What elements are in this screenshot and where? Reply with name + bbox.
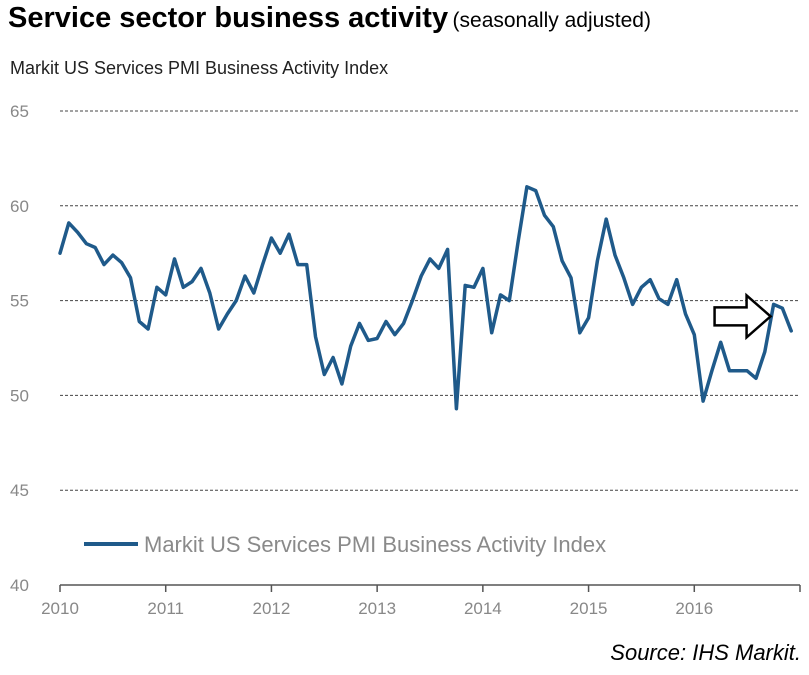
y-tick-label-40: 40 [10, 576, 29, 595]
y-tick-label-45: 45 [10, 481, 29, 500]
gridlines [60, 110, 800, 491]
y-tick-label-55: 55 [10, 292, 29, 311]
y-tick-label-65: 65 [10, 102, 29, 121]
x-tick-label-2013: 2013 [358, 599, 396, 618]
right-arrow-icon [713, 292, 773, 341]
chart-subtitle: Markit US Services PMI Business Activity… [10, 58, 389, 78]
legend: Markit US Services PMI Business Activity… [84, 532, 606, 557]
legend-label: Markit US Services PMI Business Activity… [144, 532, 606, 557]
chart-title-main: Service sector business activity [8, 2, 449, 34]
x-tick-label-2016: 2016 [675, 599, 713, 618]
source-note: Source: IHS Markit. [610, 640, 801, 665]
x-axis: 2010 2011 2012 2013 2014 2015 2016 [41, 584, 801, 618]
y-tick-label-60: 60 [10, 197, 29, 216]
y-axis-ticks: 40 45 50 55 60 65 [10, 102, 29, 595]
chart-title-note: (seasonally adjusted) [452, 9, 651, 32]
series-group [58, 185, 793, 411]
x-tick-label-2010: 2010 [41, 599, 79, 618]
x-tick-label-2012: 2012 [253, 599, 291, 618]
x-tick-label-2014: 2014 [464, 599, 502, 618]
chart-title: Service sector business activity (season… [8, 2, 651, 35]
x-tick-label-2015: 2015 [570, 599, 608, 618]
x-tick-label-2011: 2011 [147, 599, 184, 618]
y-tick-label-50: 50 [10, 386, 29, 405]
series-line-0 [58, 185, 793, 411]
annotation-group [713, 292, 773, 341]
